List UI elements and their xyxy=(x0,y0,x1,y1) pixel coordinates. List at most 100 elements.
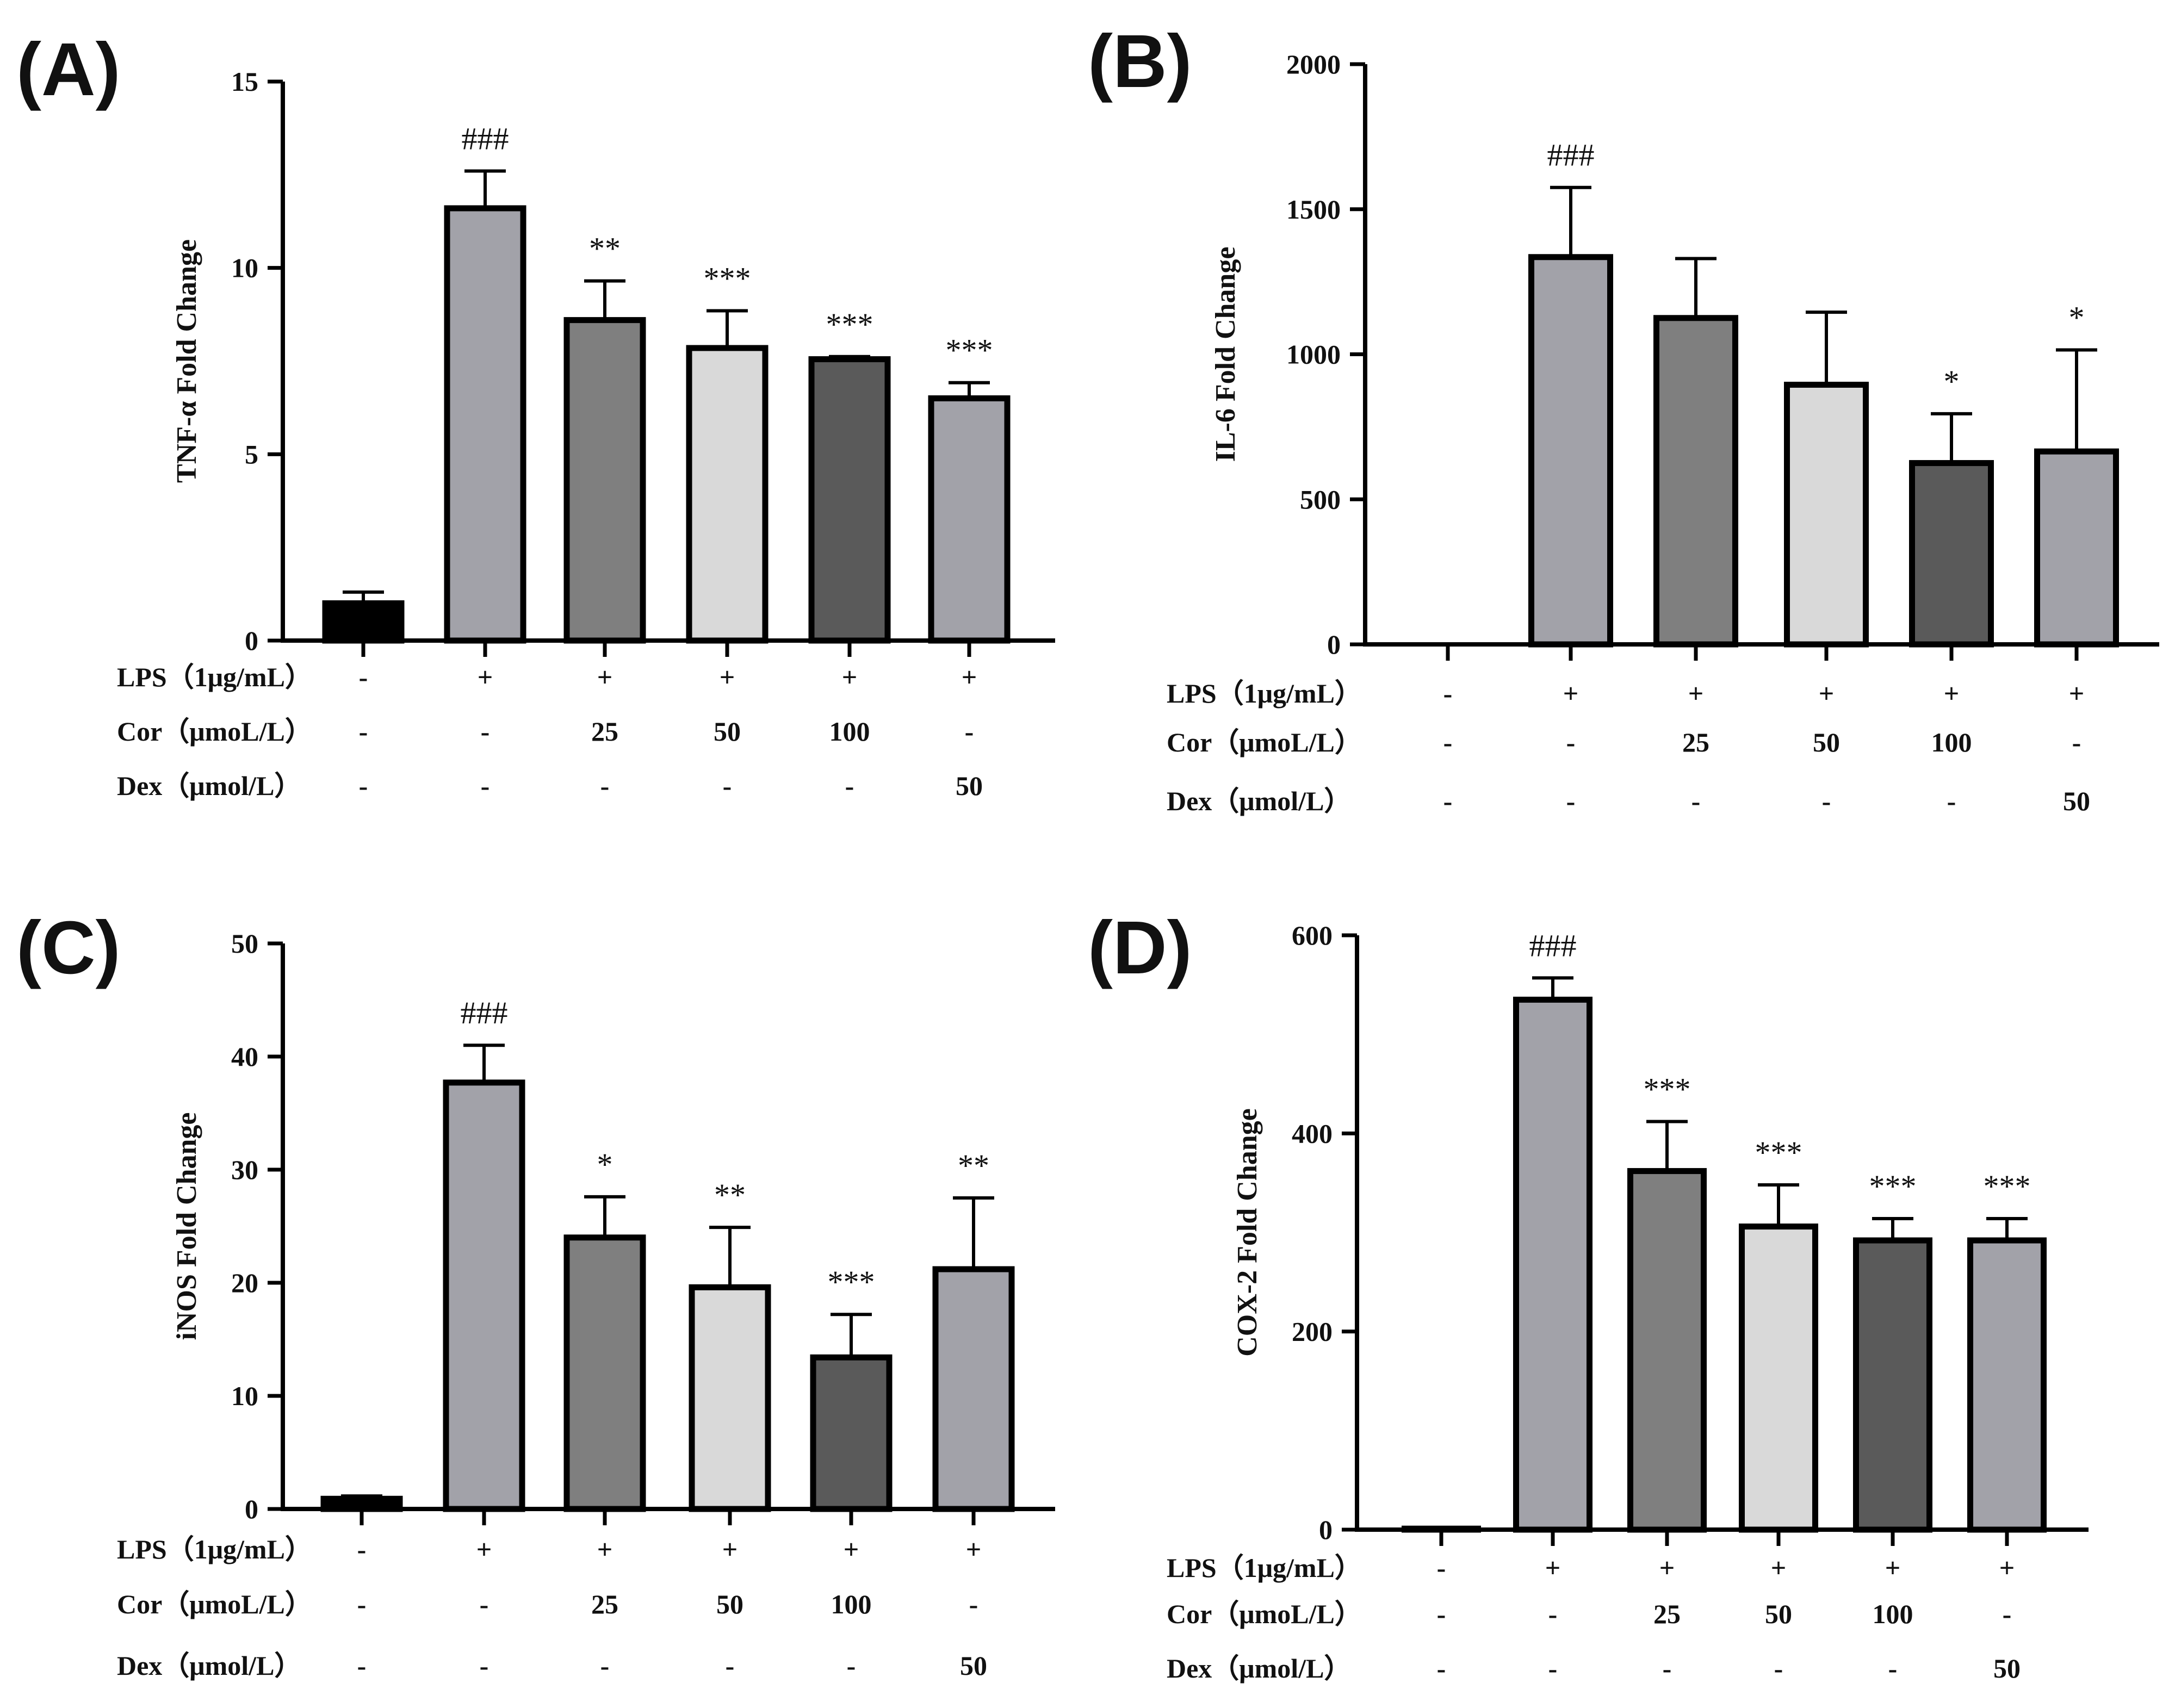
condition-value: - xyxy=(1566,786,1576,816)
bar xyxy=(808,356,891,644)
bar xyxy=(320,1495,403,1512)
significance-label: ### xyxy=(1529,928,1577,963)
condition-value: 50 xyxy=(1765,1599,1792,1629)
condition-value: - xyxy=(1566,727,1576,757)
panel-label: (A) xyxy=(16,28,121,111)
condition-value: + xyxy=(478,662,493,692)
significance-label: ### xyxy=(462,121,509,156)
condition-value: + xyxy=(720,662,735,692)
y-tick-label: 1500 xyxy=(1286,194,1341,225)
significance-label: *** xyxy=(704,260,751,296)
condition-value: 50 xyxy=(2063,786,2090,816)
condition-value: - xyxy=(969,1589,978,1619)
y-axis-label: iNOS Fold Change xyxy=(171,1113,202,1340)
significance-label: *** xyxy=(1984,1169,2031,1204)
significance-label: *** xyxy=(1869,1169,1917,1204)
bar xyxy=(928,395,1011,644)
condition-value: - xyxy=(845,771,854,801)
condition-label: Dex（μmol/L） xyxy=(117,1650,301,1681)
significance-label: ** xyxy=(589,231,621,266)
condition-value: 100 xyxy=(831,1589,872,1619)
condition-value: + xyxy=(844,1534,859,1564)
y-tick-label: 5 xyxy=(245,439,258,469)
bar xyxy=(689,1284,771,1512)
condition-value: - xyxy=(723,771,732,801)
condition-label: LPS（1μg/mL） xyxy=(1167,1552,1362,1583)
condition-value: + xyxy=(1659,1552,1675,1583)
y-axis-label: IL-6 Fold Change xyxy=(1210,247,1241,462)
condition-value: - xyxy=(357,1534,367,1564)
significance-label: *** xyxy=(1644,1071,1691,1107)
condition-value: + xyxy=(2069,678,2085,709)
significance-label: * xyxy=(2069,300,2085,335)
condition-value: 25 xyxy=(1653,1599,1681,1629)
y-tick-label: 2000 xyxy=(1286,49,1341,79)
significance-label: ### xyxy=(1547,138,1595,173)
condition-label: LPS（1μg/mL） xyxy=(1167,678,1362,709)
condition-label: Cor（μmoL/L） xyxy=(117,1589,312,1619)
condition-value: - xyxy=(847,1650,856,1681)
y-tick-label: 50 xyxy=(231,928,258,959)
y-tick-label: 20 xyxy=(231,1268,258,1298)
condition-value: 25 xyxy=(591,716,618,747)
panel-label: (C) xyxy=(16,906,121,990)
condition-value: - xyxy=(359,662,368,692)
y-tick-label: 400 xyxy=(1292,1118,1333,1148)
bar xyxy=(686,345,769,644)
condition-value: 100 xyxy=(1873,1599,1913,1629)
bar xyxy=(444,205,526,644)
bar xyxy=(563,317,646,644)
condition-label: LPS（1μg/mL） xyxy=(117,1534,312,1564)
bar xyxy=(1402,1525,1481,1533)
bar xyxy=(1967,1237,2047,1533)
condition-value: 100 xyxy=(1931,727,1972,757)
significance-label: ** xyxy=(714,1177,746,1213)
condition-value: 50 xyxy=(716,1589,743,1619)
condition-label: Cor（μmoL/L） xyxy=(1167,727,1362,757)
condition-value: - xyxy=(1774,1653,1783,1684)
condition-value: - xyxy=(1548,1599,1558,1629)
panel-label: (B) xyxy=(1088,20,1192,103)
condition-value: - xyxy=(1443,727,1453,757)
condition-value: - xyxy=(1663,1653,1672,1684)
panel-b: (B) 0 500 1000 1500 2000 IL-6 Fold Change ### * *… xyxy=(1088,20,2159,816)
y-tick-label: 40 xyxy=(231,1041,258,1072)
condition-value: - xyxy=(481,716,490,747)
condition-value: - xyxy=(726,1650,735,1681)
y-tick-label: 0 xyxy=(1319,1514,1333,1545)
y-tick-label: 200 xyxy=(1292,1316,1333,1347)
condition-value: - xyxy=(359,771,368,801)
significance-label: * xyxy=(1944,364,1960,399)
condition-value: - xyxy=(1888,1653,1898,1684)
condition-value: - xyxy=(1443,786,1453,816)
condition-value: + xyxy=(1944,678,1960,709)
bar xyxy=(932,1266,1015,1512)
bar xyxy=(1627,1168,1707,1533)
y-tick-label: 30 xyxy=(231,1154,258,1185)
panel-label: (D) xyxy=(1088,906,1192,990)
bar xyxy=(1784,382,1869,648)
y-tick-label: 10 xyxy=(231,253,258,283)
condition-label: Cor（μmoL/L） xyxy=(1167,1599,1362,1629)
condition-value: + xyxy=(1688,678,1704,709)
condition-value: 50 xyxy=(956,771,983,801)
bar xyxy=(1909,460,1994,648)
condition-value: - xyxy=(600,771,610,801)
condition-value: 50 xyxy=(960,1650,987,1681)
condition-value: - xyxy=(480,1650,489,1681)
bar xyxy=(1739,1223,1818,1533)
condition-value: - xyxy=(1947,786,1956,816)
significance-label: * xyxy=(597,1147,613,1182)
condition-value: 50 xyxy=(714,716,741,747)
condition-value: + xyxy=(476,1534,492,1564)
condition-label: Dex（μmol/L） xyxy=(117,771,301,801)
condition-value: - xyxy=(2072,727,2081,757)
condition-value: - xyxy=(480,1589,489,1619)
condition-value: - xyxy=(965,716,974,747)
condition-value: + xyxy=(966,1534,982,1564)
bar xyxy=(1853,1237,1932,1533)
y-axis-label: COX-2 Fold Change xyxy=(1232,1108,1263,1356)
bar xyxy=(1513,996,1592,1533)
